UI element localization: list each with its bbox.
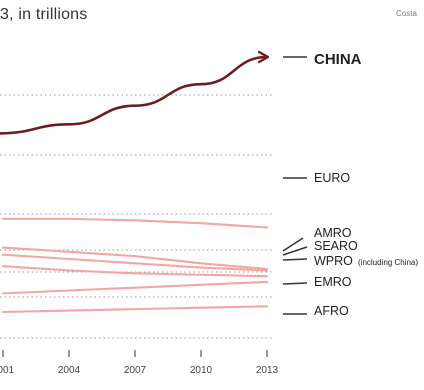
x-axis-ticks: 2001 2004 2007 2010 2013 (0, 350, 279, 376)
chart-title: 3, in trillions (0, 6, 88, 23)
x-tick-label: 2010 (190, 365, 213, 376)
series-label-wpro: WPRO (314, 254, 353, 268)
leader-line-wpro (282, 258, 308, 261)
series-line-searo (1, 253, 269, 272)
grid-lines (0, 94, 274, 339)
series-label-amro: AMRO (314, 226, 352, 240)
series-line-wpro (1, 265, 269, 278)
leader-line-searo (282, 246, 308, 256)
series-line-emro (1, 280, 269, 295)
x-tick-label: 2007 (124, 365, 147, 376)
chart-source: Costa (396, 9, 417, 18)
series-label-china: CHINA (314, 51, 362, 68)
series-lines (0, 57, 269, 314)
x-tick-label: 2001 (0, 365, 15, 376)
series-label-emro: EMRO (314, 275, 352, 289)
x-tick-label: 2004 (58, 365, 81, 376)
series-label-afro: AFRO (314, 304, 349, 318)
x-tick-label: 2013 (256, 365, 279, 376)
series-label-searo: SEARO (314, 239, 358, 253)
leader-line-amro (282, 237, 304, 252)
series-line-euro (1, 217, 269, 229)
series-label-euro: EURO (314, 171, 350, 185)
leader-line-emro (282, 282, 308, 285)
series-line-china (0, 57, 267, 135)
series-line-afro (1, 305, 269, 314)
series-line-amro (1, 246, 269, 271)
series-note-wpro: (including China) (358, 258, 418, 267)
